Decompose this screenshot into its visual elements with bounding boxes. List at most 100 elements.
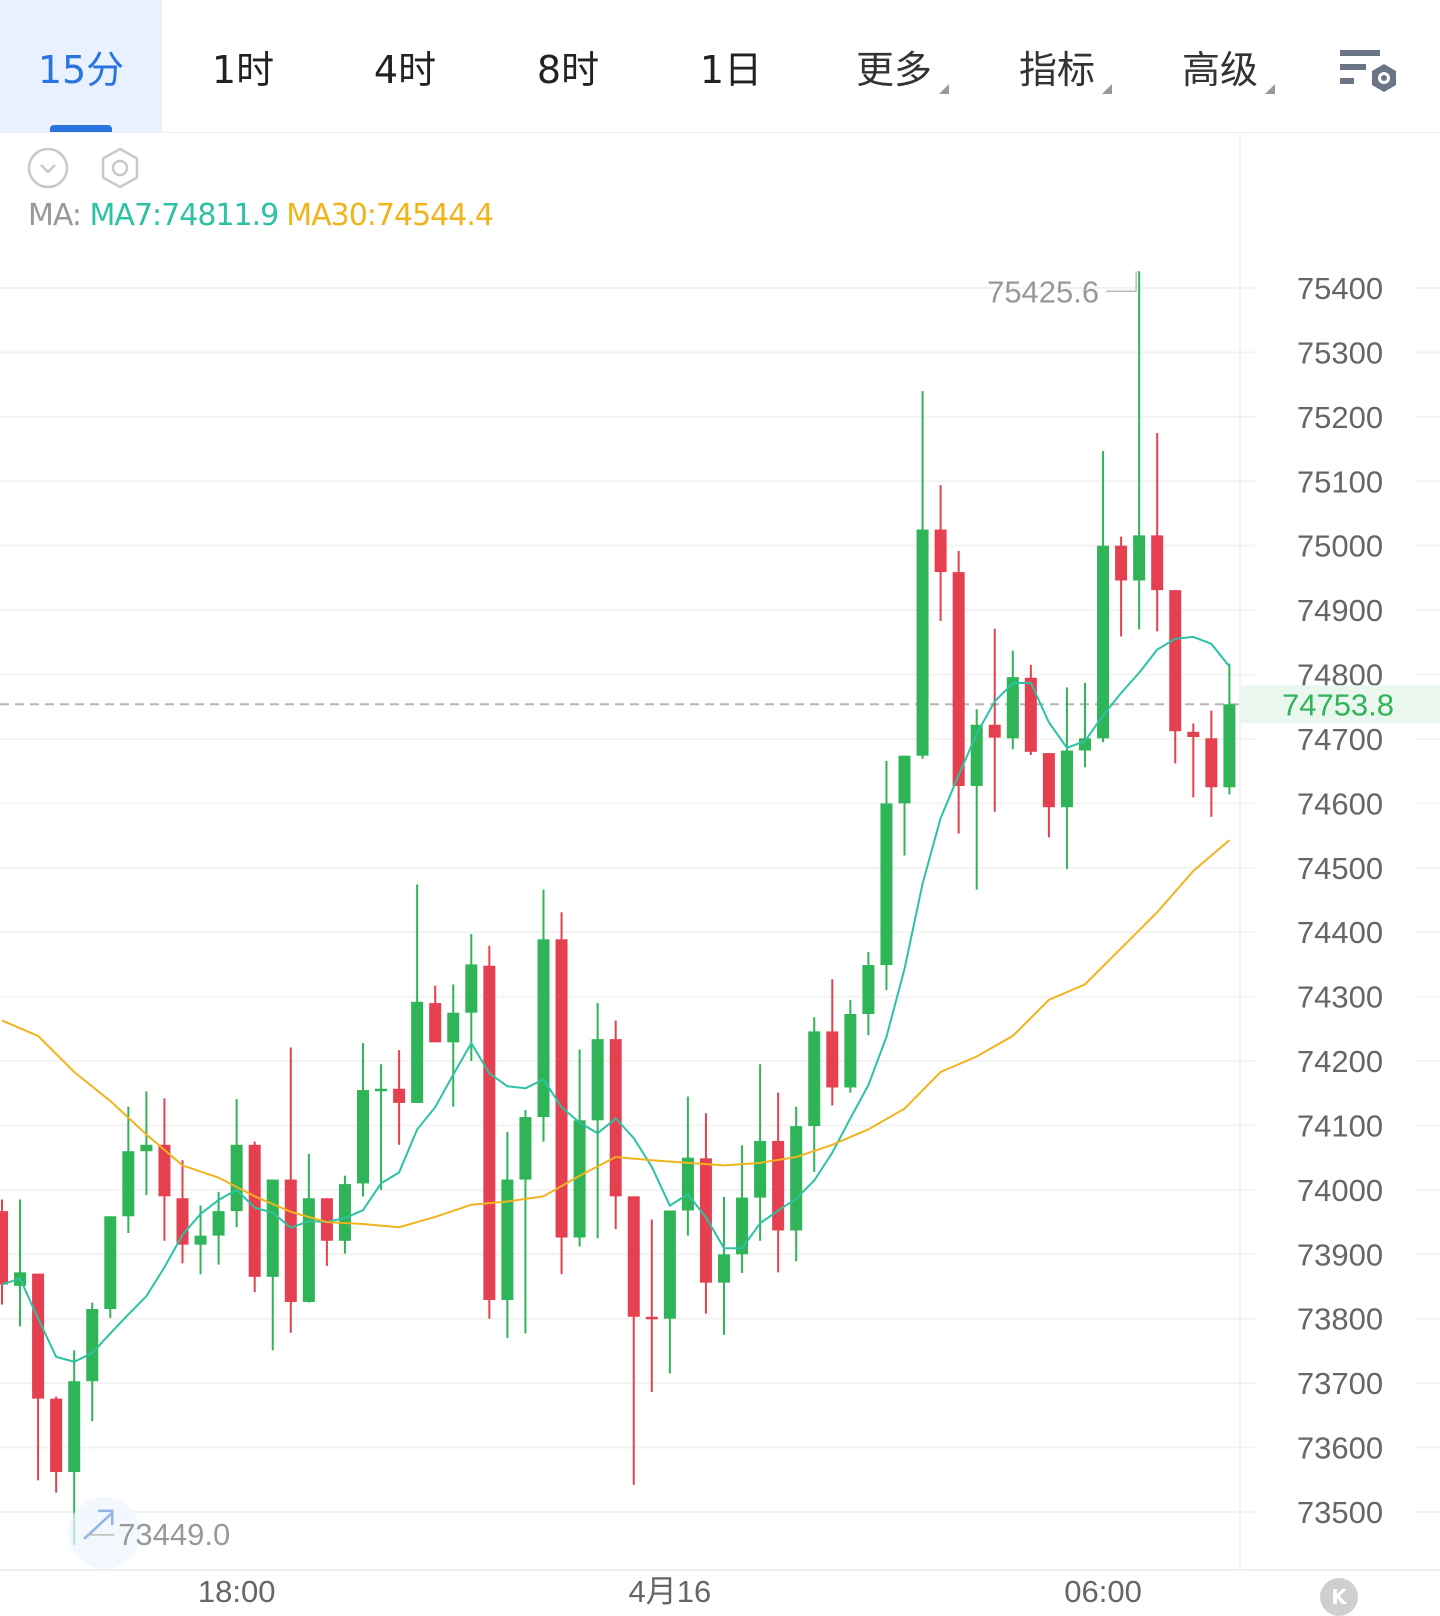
candle-body bbox=[266, 1179, 279, 1277]
ma-legend: MA: MA7:74811.9 MA30:74544.4 bbox=[28, 198, 494, 233]
candle-46 bbox=[826, 979, 839, 1106]
tab-3[interactable]: 8时 bbox=[487, 0, 649, 132]
candle-body bbox=[1042, 753, 1055, 808]
candle-10 bbox=[176, 1160, 189, 1264]
candles bbox=[0, 271, 1236, 1545]
candle-body bbox=[194, 1235, 207, 1245]
candle-15 bbox=[266, 1179, 279, 1351]
last-price-tag bbox=[1240, 685, 1440, 724]
x-tick-label: 18:00 bbox=[198, 1574, 276, 1609]
tab-label: 高级 bbox=[1181, 47, 1258, 92]
candle-14 bbox=[248, 1141, 261, 1293]
dropdown-triangle-icon bbox=[1265, 84, 1275, 94]
tab-6[interactable]: 指标 bbox=[976, 0, 1138, 132]
tab-label: 1日 bbox=[699, 47, 763, 92]
candle-body bbox=[772, 1140, 785, 1231]
candle-37 bbox=[663, 1210, 676, 1374]
max-price-label: 75425.6 bbox=[987, 274, 1099, 309]
chart-settings-icon[interactable] bbox=[1340, 48, 1404, 102]
candle-61 bbox=[1097, 450, 1110, 743]
y-tick-label: 75000 bbox=[1297, 529, 1383, 564]
candle-body bbox=[68, 1381, 81, 1473]
ma7-value: MA7:74811.9 bbox=[89, 198, 280, 233]
y-tick-label: 74200 bbox=[1297, 1044, 1383, 1079]
tab-2[interactable]: 4时 bbox=[324, 0, 486, 132]
candle-8 bbox=[140, 1091, 153, 1196]
candle-body bbox=[32, 1273, 45, 1399]
candle-body bbox=[357, 1090, 369, 1184]
collapse-chevron-icon[interactable] bbox=[26, 146, 70, 194]
candle-body bbox=[862, 965, 875, 1015]
candle-18 bbox=[320, 1198, 333, 1266]
candle-44 bbox=[790, 1106, 803, 1262]
candle-body bbox=[248, 1144, 261, 1277]
y-tick-label: 74300 bbox=[1297, 980, 1383, 1015]
ma30-value: MA30:74544.4 bbox=[286, 198, 494, 233]
tab-0[interactable]: 15分 bbox=[0, 0, 162, 132]
candle-38 bbox=[681, 1096, 694, 1236]
candle-body bbox=[1133, 535, 1146, 581]
candle-body bbox=[754, 1140, 767, 1198]
candle-body bbox=[176, 1198, 189, 1245]
k-line-button[interactable]: K bbox=[1320, 1578, 1358, 1616]
candle-body bbox=[988, 724, 1001, 738]
y-tick-label: 73900 bbox=[1297, 1237, 1383, 1272]
candle-50 bbox=[898, 755, 911, 856]
tab-5[interactable]: 更多 bbox=[813, 0, 975, 132]
ma7-line bbox=[1, 635, 1231, 1363]
y-tick-label: 74100 bbox=[1297, 1108, 1383, 1143]
ma-prefix: MA: bbox=[28, 198, 82, 233]
tab-7[interactable]: 高级 bbox=[1139, 0, 1301, 132]
tab-label: 15分 bbox=[37, 47, 125, 92]
candle-body bbox=[122, 1151, 135, 1217]
candle-body bbox=[681, 1157, 694, 1211]
tab-label: 8时 bbox=[536, 47, 600, 92]
y-tick-label: 74700 bbox=[1297, 722, 1383, 757]
candle-34 bbox=[609, 1020, 622, 1230]
candle-35 bbox=[627, 1196, 640, 1485]
tab-4[interactable]: 1日 bbox=[650, 0, 812, 132]
candle-55 bbox=[988, 628, 1001, 812]
candle-47 bbox=[844, 999, 857, 1093]
candle-25 bbox=[447, 984, 460, 1107]
candle-body bbox=[483, 965, 496, 1301]
candle-59 bbox=[1060, 687, 1073, 870]
tab-label: 4时 bbox=[373, 47, 437, 92]
candle-7 bbox=[122, 1106, 135, 1234]
y-tick-label: 75100 bbox=[1297, 464, 1383, 499]
tab-1[interactable]: 1时 bbox=[162, 0, 324, 132]
candle-6 bbox=[104, 1216, 117, 1319]
candle-32 bbox=[573, 1049, 586, 1247]
candle-17 bbox=[302, 1153, 315, 1303]
ma30-line bbox=[1, 839, 1231, 1229]
candle-body bbox=[1115, 545, 1128, 581]
candle-56 bbox=[1006, 650, 1019, 750]
candle-49 bbox=[880, 760, 893, 991]
candle-body bbox=[880, 803, 893, 966]
candle-body bbox=[302, 1198, 315, 1302]
candle-36 bbox=[645, 1219, 658, 1393]
candle-58 bbox=[1042, 753, 1055, 838]
y-tick-label: 73500 bbox=[1297, 1495, 1383, 1530]
candle-body bbox=[537, 939, 550, 1118]
timeframe-tabs: 15分 1时 4时 8时 1日 更多 指标 高级 bbox=[0, 0, 1440, 133]
candle-5 bbox=[86, 1302, 99, 1422]
candle-body bbox=[826, 1031, 839, 1088]
candle-12 bbox=[212, 1191, 225, 1265]
candle-31 bbox=[555, 912, 568, 1275]
candle-11 bbox=[194, 1205, 207, 1275]
candle-body bbox=[1097, 545, 1110, 739]
candle-27 bbox=[483, 945, 496, 1319]
candle-body bbox=[501, 1179, 514, 1301]
candle-body bbox=[1205, 738, 1218, 788]
candle-body bbox=[104, 1216, 117, 1310]
y-tick-label: 74400 bbox=[1297, 915, 1383, 950]
candle-30 bbox=[537, 889, 550, 1142]
candle-body bbox=[1187, 731, 1200, 738]
candle-54 bbox=[970, 709, 983, 890]
candle-57 bbox=[1024, 664, 1037, 756]
candle-68 bbox=[1223, 663, 1236, 795]
max-pointer-line bbox=[1106, 271, 1137, 293]
hexagon-settings-icon[interactable] bbox=[98, 146, 142, 194]
